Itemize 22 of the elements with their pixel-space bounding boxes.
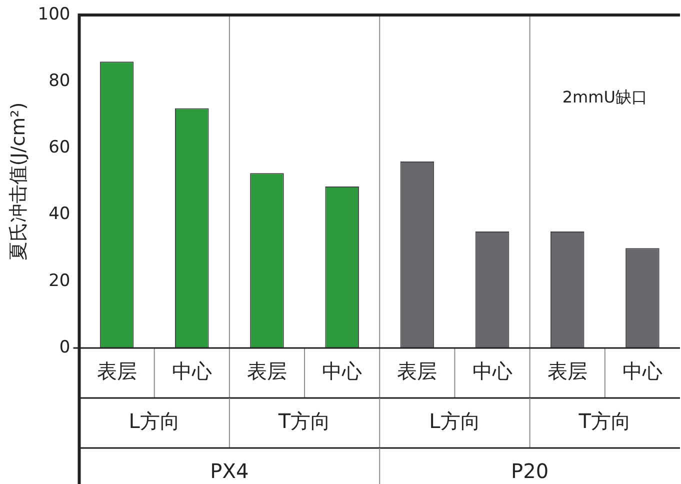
text: T方向: [277, 409, 331, 434]
x-tick-label: 中心: [172, 359, 212, 384]
x-tick-label: 表层: [246, 359, 287, 384]
y-tick-label: 80: [48, 71, 70, 92]
y-axis-title: 夏氏冲击值(J/cm²): [7, 102, 30, 261]
y-tick-label: 0: [59, 337, 70, 358]
x-tick-label: 表层: [96, 359, 137, 384]
y-tick-label: 40: [48, 204, 70, 224]
y-tick-label: 20: [48, 270, 70, 291]
y-tick-label: 60: [48, 138, 70, 158]
text: T方向: [578, 409, 632, 434]
x-tick-label: 中心: [472, 359, 512, 384]
text: L方向: [128, 409, 180, 434]
x-tick-label: 中心: [322, 359, 362, 384]
x-tick-label: 表层: [397, 359, 438, 384]
x-tick-label: 中心: [622, 359, 662, 384]
text: PX4: [210, 459, 249, 484]
text: P20: [511, 459, 549, 484]
y-tick-label: 100: [38, 4, 70, 24]
annotation: 2mmU缺口: [562, 87, 648, 106]
x-tick-label: 表层: [547, 359, 588, 384]
text: L方向: [429, 409, 480, 434]
